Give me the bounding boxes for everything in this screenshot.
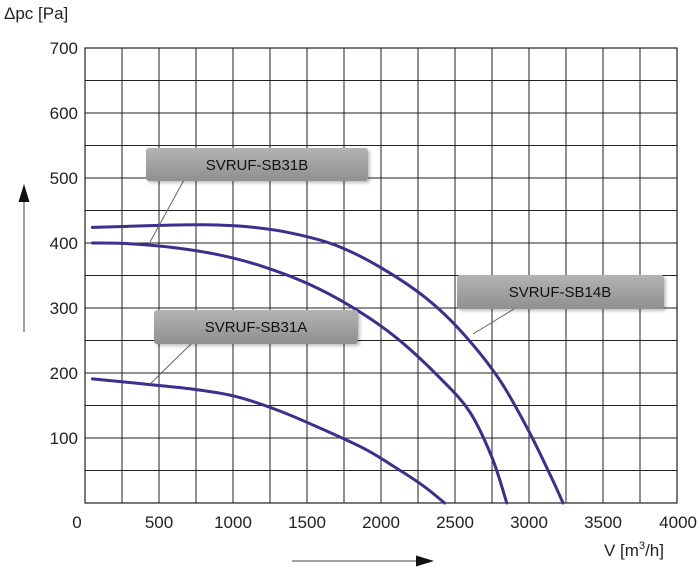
x-tick-label: 0 xyxy=(72,513,81,532)
callout-sb14b: SVRUF-SB14B xyxy=(457,275,664,335)
x-tick-label: 4000 xyxy=(659,513,697,532)
callout-leader-sb31a xyxy=(149,342,193,385)
callout-box-sb31b xyxy=(146,148,368,181)
callout-sb31a: SVRUF-SB31A xyxy=(149,310,358,385)
series-line-svruf-sb31b xyxy=(90,241,509,505)
x-tick-label: 500 xyxy=(145,513,173,532)
callout-label-sb14b: SVRUF-SB14B xyxy=(509,284,612,301)
x-axis-label: V [m3/h] xyxy=(604,540,664,560)
series-curves xyxy=(90,223,565,505)
y-tick-label: 500 xyxy=(50,169,78,188)
callout-label-sb31b: SVRUF-SB31B xyxy=(206,157,309,174)
y-tick-label: 100 xyxy=(50,429,78,448)
callout-leader-sb14b xyxy=(472,308,515,335)
callout-box-sb31a xyxy=(154,310,358,344)
y-tick-label: 400 xyxy=(50,234,78,253)
callout-label-sb31a: SVRUF-SB31A xyxy=(205,319,308,336)
x-tick-label: 3000 xyxy=(510,513,548,532)
x-tick-label: 2500 xyxy=(436,513,474,532)
y-tick-label: 600 xyxy=(50,104,78,123)
x-tick-label: 1500 xyxy=(288,513,326,532)
callout-box-sb14b xyxy=(457,275,664,309)
x-tick-label: 1000 xyxy=(214,513,252,532)
y-tick-label: 300 xyxy=(50,299,78,318)
plot-frame xyxy=(84,47,678,504)
series-line-svruf-sb14b xyxy=(90,223,565,505)
x-tick-labels: 0 500 1000 1500 2000 2500 3000 3500 4000 xyxy=(72,513,697,532)
x-direction-arrow xyxy=(292,555,434,567)
series-line-svruf-sb31a xyxy=(90,377,447,505)
callout-leader-sb31b xyxy=(149,179,185,243)
callout-sb31b: SVRUF-SB31B xyxy=(146,148,368,243)
x-tick-label: 2000 xyxy=(362,513,400,532)
y-tick-label: 200 xyxy=(50,364,78,383)
y-direction-arrow xyxy=(18,184,30,332)
y-tick-label: 700 xyxy=(50,39,78,58)
y-tick-labels: 100 200 300 400 500 600 700 xyxy=(50,39,78,448)
y-axis-label: Δpc [Pa] xyxy=(4,4,68,23)
x-tick-label: 3500 xyxy=(584,513,622,532)
